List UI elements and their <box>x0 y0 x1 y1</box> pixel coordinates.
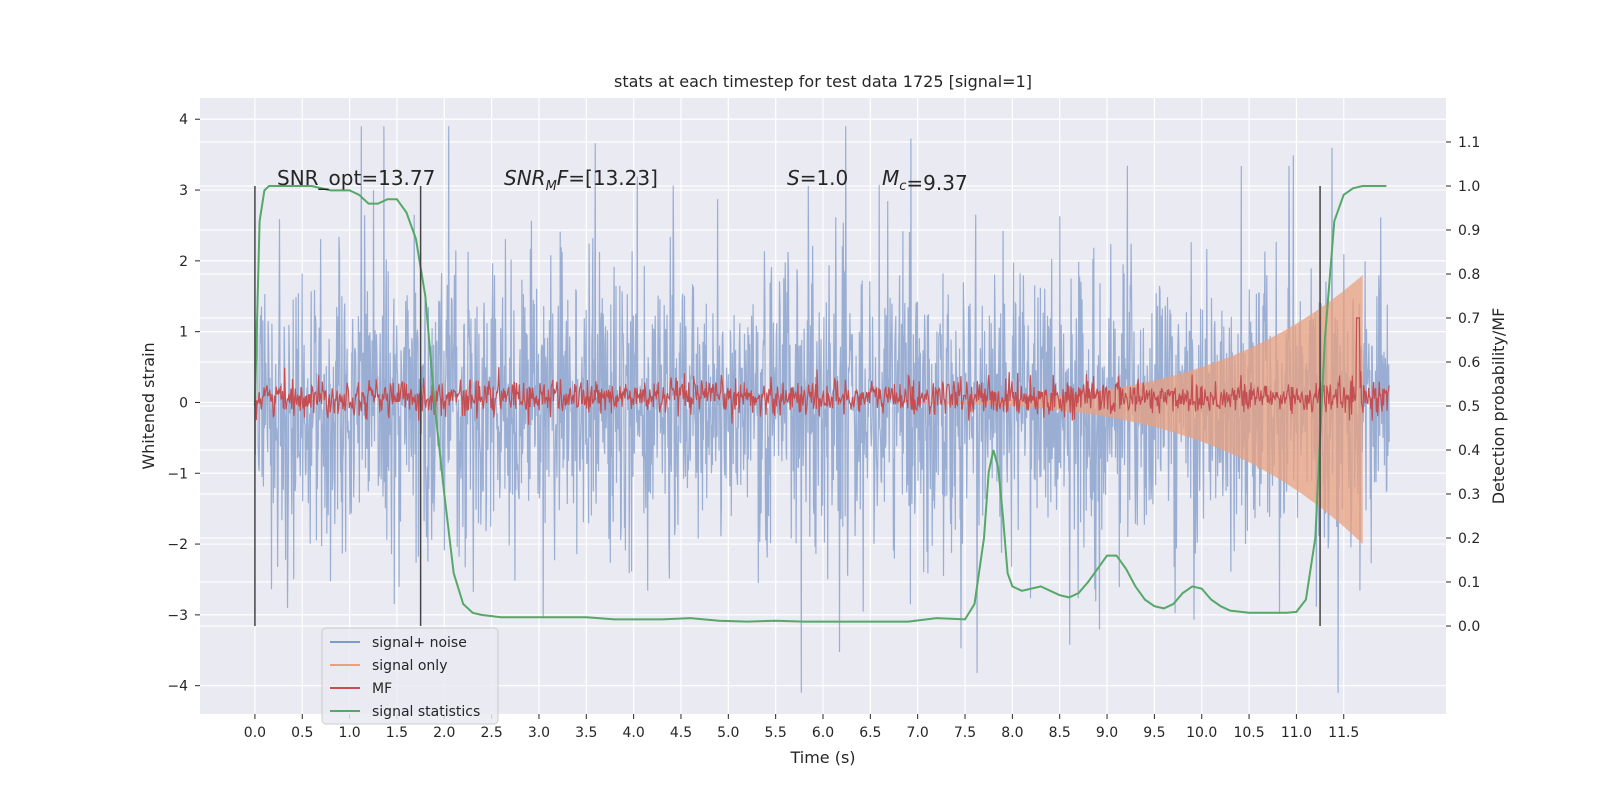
annotation-text: S=1.0 <box>787 166 848 190</box>
legend-label: signal statistics <box>372 704 480 720</box>
chart-title: stats at each timestep for test data 172… <box>614 72 1032 91</box>
legend-box <box>321 627 499 725</box>
x-tick-label: 5.0 <box>717 725 739 741</box>
x-tick-label: 8.5 <box>1049 725 1071 741</box>
x-axis-label: Time (s) <box>789 748 855 767</box>
x-tick-label: 11.0 <box>1281 725 1312 741</box>
x-tick-label: 1.5 <box>386 725 408 741</box>
y-tick-label: 2 <box>179 254 188 270</box>
y-tick-label: −3 <box>167 608 188 624</box>
y-right-tick-label: 0.9 <box>1458 223 1480 239</box>
annotation-text: SNR_opt=13.77 <box>277 166 435 190</box>
y-right-tick-label: 1.1 <box>1458 135 1480 151</box>
x-tick-label: 3.5 <box>575 725 597 741</box>
y-right-tick-label: 0.4 <box>1458 443 1480 459</box>
x-tick-label: 7.5 <box>954 725 976 741</box>
y-right-tick-label: 0.3 <box>1458 487 1480 503</box>
annotation-text: Mc=9.37 <box>882 166 968 195</box>
x-tick-label: 3.0 <box>528 725 550 741</box>
x-tick-label: 4.0 <box>623 725 645 741</box>
x-tick-label: 0.5 <box>291 725 313 741</box>
x-tick-label: 7.0 <box>907 725 929 741</box>
y-right-tick-label: 0.8 <box>1458 267 1480 283</box>
legend-label: MF <box>372 681 392 697</box>
y-tick-label: 3 <box>179 183 188 199</box>
x-tick-label: 6.5 <box>859 725 881 741</box>
annotation-text: SNRMF=[13.23] <box>504 166 658 194</box>
x-tick-label: 2.0 <box>433 725 455 741</box>
x-tick-label: 5.5 <box>765 725 787 741</box>
legend-label: signal+ noise <box>372 635 467 651</box>
x-tick-label: 10.5 <box>1233 725 1264 741</box>
y-right-tick-label: 0.2 <box>1458 531 1480 547</box>
y-right-tick-label: 1.0 <box>1458 179 1480 195</box>
x-tick-label: 11.5 <box>1328 725 1359 741</box>
x-tick-label: 4.5 <box>670 725 692 741</box>
x-tick-label: 9.5 <box>1143 725 1165 741</box>
y-tick-label: 0 <box>179 395 188 411</box>
y-right-tick-label: 0.7 <box>1458 311 1480 327</box>
y-tick-label: 1 <box>179 325 188 341</box>
y-axis-label: Whitened strain <box>139 342 158 469</box>
y-tick-label: 4 <box>179 112 188 128</box>
y-tick-label: −4 <box>167 679 188 695</box>
y-tick-label: −1 <box>167 466 188 482</box>
series-signal-noise-line <box>254 126 1390 693</box>
x-tick-label: 10.0 <box>1186 725 1217 741</box>
legend-label: signal only <box>372 658 447 674</box>
x-tick-label: 9.0 <box>1096 725 1118 741</box>
y-tick-label: −2 <box>167 537 188 553</box>
y-right-tick-label: 0.6 <box>1458 355 1480 371</box>
series-signal-statistics-line <box>253 185 1387 623</box>
y-axis-right-label: Detection probability/MF <box>1489 308 1508 505</box>
x-tick-label: 8.0 <box>1001 725 1023 741</box>
series-mf-line <box>254 317 1390 425</box>
x-tick-label: 1.0 <box>338 725 360 741</box>
y-right-tick-label: 0.1 <box>1458 575 1480 591</box>
series-signal-only-area <box>775 275 1363 545</box>
x-tick-label: 0.0 <box>244 725 266 741</box>
y-right-tick-label: 0.0 <box>1458 619 1480 635</box>
x-tick-label: 2.5 <box>480 725 502 741</box>
y-right-tick-label: 0.5 <box>1458 399 1480 415</box>
x-tick-label: 6.0 <box>812 725 834 741</box>
legend: signal+ noise signal only MF signal statist… <box>321 627 499 725</box>
